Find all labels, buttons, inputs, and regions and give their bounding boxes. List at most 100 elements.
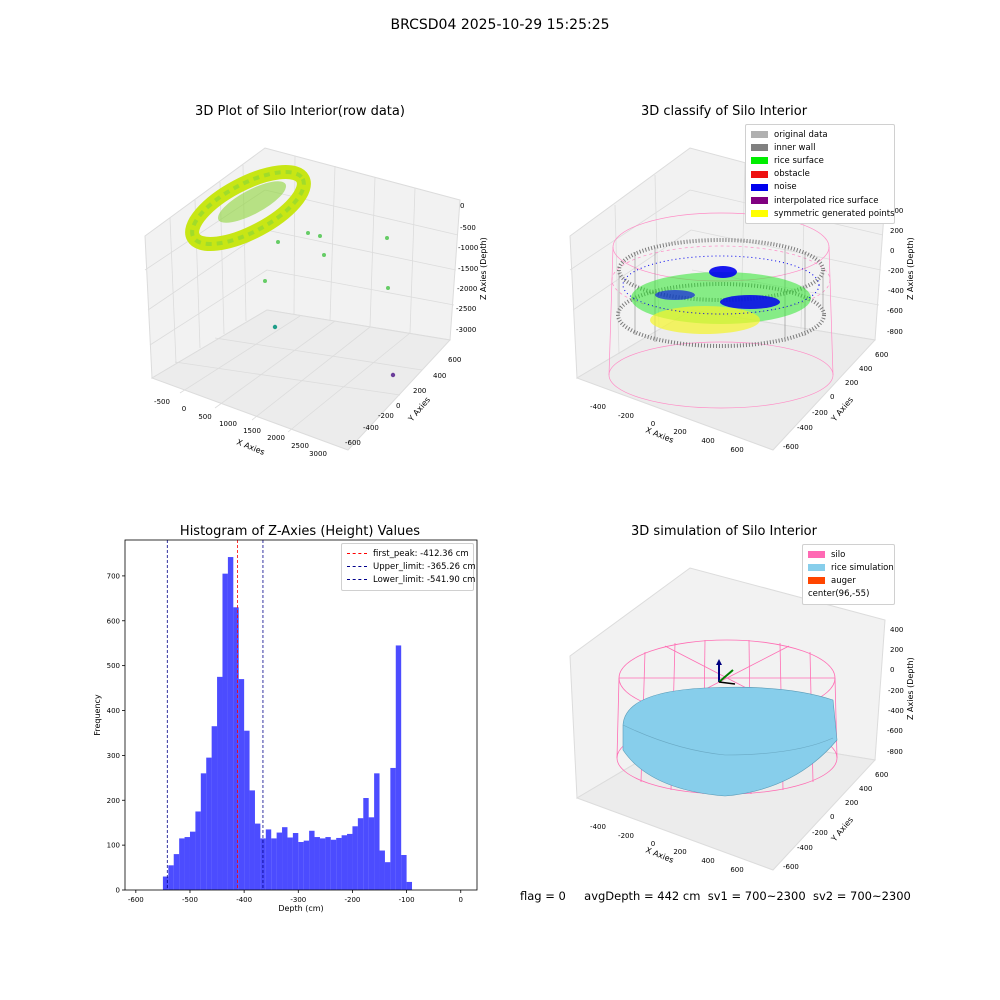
svg-text:-400: -400 bbox=[363, 424, 379, 432]
y-tick-label: 500 bbox=[107, 662, 120, 670]
svg-text:-200: -200 bbox=[812, 829, 828, 837]
histogram-bar bbox=[233, 607, 239, 890]
legend-item: Lower_limit: -541.90 cm bbox=[347, 573, 475, 586]
svg-text:2500: 2500 bbox=[291, 442, 309, 450]
svg-text:400: 400 bbox=[890, 626, 903, 634]
svg-text:0: 0 bbox=[182, 405, 186, 413]
rice-simulation-surface bbox=[622, 686, 838, 797]
svg-text:-400: -400 bbox=[590, 403, 606, 411]
y-axis-label: Frequency bbox=[93, 694, 102, 736]
histogram-bar bbox=[282, 827, 288, 890]
histogram-bar bbox=[179, 838, 185, 890]
flag-value: flag = 0 bbox=[520, 889, 566, 903]
plot-frame bbox=[124, 539, 478, 891]
y-tick-label: 100 bbox=[107, 842, 120, 850]
histogram-bar bbox=[336, 837, 342, 890]
svg-text:200: 200 bbox=[890, 227, 903, 235]
y-tick-label: 700 bbox=[107, 572, 120, 580]
histogram-bar bbox=[271, 838, 277, 890]
x-tick-label: -200 bbox=[345, 896, 361, 904]
svg-text:-200: -200 bbox=[812, 409, 828, 417]
svg-text:600: 600 bbox=[448, 356, 461, 364]
x-tick-label: -300 bbox=[290, 896, 306, 904]
histogram-bar bbox=[238, 679, 245, 890]
svg-text:-200: -200 bbox=[888, 267, 904, 275]
classify-xticks: -400 -200 0 200 400 600 bbox=[590, 403, 744, 454]
raw-3d-plot: -500 0 500 1000 1500 2000 2500 3000 X Ax… bbox=[144, 147, 488, 458]
x-tick-label: -400 bbox=[236, 896, 252, 904]
y-tick-label: 400 bbox=[107, 707, 120, 715]
svg-text:600: 600 bbox=[730, 866, 743, 874]
legend-item: auger bbox=[808, 574, 889, 587]
avg-depth-value: avgDepth = 442 cm bbox=[584, 889, 701, 903]
x-axis-label: Depth (cm) bbox=[278, 904, 323, 913]
legend-item: interpolated rice surface bbox=[751, 194, 889, 207]
legend-item: obstacle bbox=[751, 168, 889, 181]
histogram-bar bbox=[249, 790, 255, 890]
svg-text:600: 600 bbox=[875, 771, 888, 779]
svg-text:-1000: -1000 bbox=[458, 244, 478, 252]
sv2-value: sv2 = 700~2300 bbox=[812, 889, 911, 903]
svg-text:0: 0 bbox=[651, 420, 655, 428]
histogram-bar bbox=[292, 833, 299, 890]
svg-text:-400: -400 bbox=[888, 287, 904, 295]
simulation-yticks: 600 400 200 0 -200 -400 -600 bbox=[783, 771, 888, 871]
svg-text:-3000: -3000 bbox=[456, 326, 476, 334]
histogram-legend: first_peak: -412.36 cm Upper_limit: -365… bbox=[341, 543, 476, 591]
raw-ylabel: Y Axies bbox=[406, 395, 432, 424]
raw-zticks: 0 -500 -1000 -1500 -2000 -2500 -3000 bbox=[456, 202, 478, 334]
histogram-bar bbox=[319, 838, 326, 890]
classify-xlabel: X Axies bbox=[644, 426, 675, 445]
simulation-xlabel: X Axies bbox=[644, 846, 675, 865]
svg-text:1500: 1500 bbox=[243, 427, 261, 435]
histogram-bar bbox=[309, 830, 315, 890]
histogram-bar bbox=[162, 876, 169, 890]
svg-text:200: 200 bbox=[673, 848, 686, 856]
histogram-bar bbox=[314, 837, 320, 890]
svg-text:400: 400 bbox=[859, 365, 872, 373]
histogram-bar bbox=[184, 837, 190, 890]
svg-text:600: 600 bbox=[875, 351, 888, 359]
figure-title: BRCSD04 2025-10-29 15:25:25 bbox=[390, 17, 610, 33]
svg-text:-400: -400 bbox=[888, 707, 904, 715]
legend-item: rice surface bbox=[751, 154, 889, 167]
legend-item: silo bbox=[808, 548, 889, 561]
histogram-bar bbox=[173, 854, 180, 890]
svg-text:0: 0 bbox=[830, 393, 834, 401]
y-tick-label: 200 bbox=[107, 797, 120, 805]
histogram-bar bbox=[395, 645, 402, 890]
histogram-bar bbox=[347, 833, 353, 890]
svg-text:-800: -800 bbox=[887, 328, 903, 336]
sv1-value: sv1 = 700~2300 bbox=[707, 889, 806, 903]
histogram-bar bbox=[222, 573, 228, 890]
histogram-bar bbox=[379, 850, 385, 890]
simulation-zticks: 400 200 0 -200 -400 -600 -800 bbox=[887, 626, 904, 756]
axes-panes bbox=[144, 147, 461, 451]
svg-text:0: 0 bbox=[830, 813, 834, 821]
auger-axes-icon bbox=[716, 659, 736, 685]
legend-item: inner wall bbox=[751, 141, 889, 154]
simulation-legend: silo rice simulation auger center(96,-55… bbox=[802, 544, 895, 605]
histogram-bar bbox=[384, 862, 391, 890]
svg-text:0: 0 bbox=[460, 202, 464, 210]
legend-item: symmetric generated points bbox=[751, 207, 895, 220]
status-line: flag = 0 avgDepth = 442 cm sv1 = 700~230… bbox=[520, 889, 911, 903]
legend-item: center(96,-55) bbox=[808, 589, 870, 600]
rice-surface-points bbox=[622, 255, 820, 334]
histogram-bar bbox=[287, 837, 293, 890]
legend-item: Upper_limit: -365.26 cm bbox=[347, 560, 476, 573]
simulation-3d-plot: -400 -200 0 200 400 600 X Axies 600 400 … bbox=[569, 567, 915, 874]
svg-text:600: 600 bbox=[730, 446, 743, 454]
histogram-bar bbox=[298, 841, 304, 890]
histogram-bar bbox=[357, 818, 364, 890]
histogram-bar bbox=[406, 881, 413, 890]
svg-text:0: 0 bbox=[651, 840, 655, 848]
svg-text:400: 400 bbox=[433, 372, 446, 380]
classify-zlabel: Z Axies (Depth) bbox=[906, 237, 915, 300]
svg-text:-2000: -2000 bbox=[457, 285, 477, 293]
svg-text:-200: -200 bbox=[618, 412, 634, 420]
classify-legend: original data inner wall rice surface ob… bbox=[745, 124, 895, 225]
svg-text:-500: -500 bbox=[154, 398, 170, 406]
svg-text:400: 400 bbox=[890, 207, 903, 215]
histogram-bar bbox=[168, 865, 174, 890]
